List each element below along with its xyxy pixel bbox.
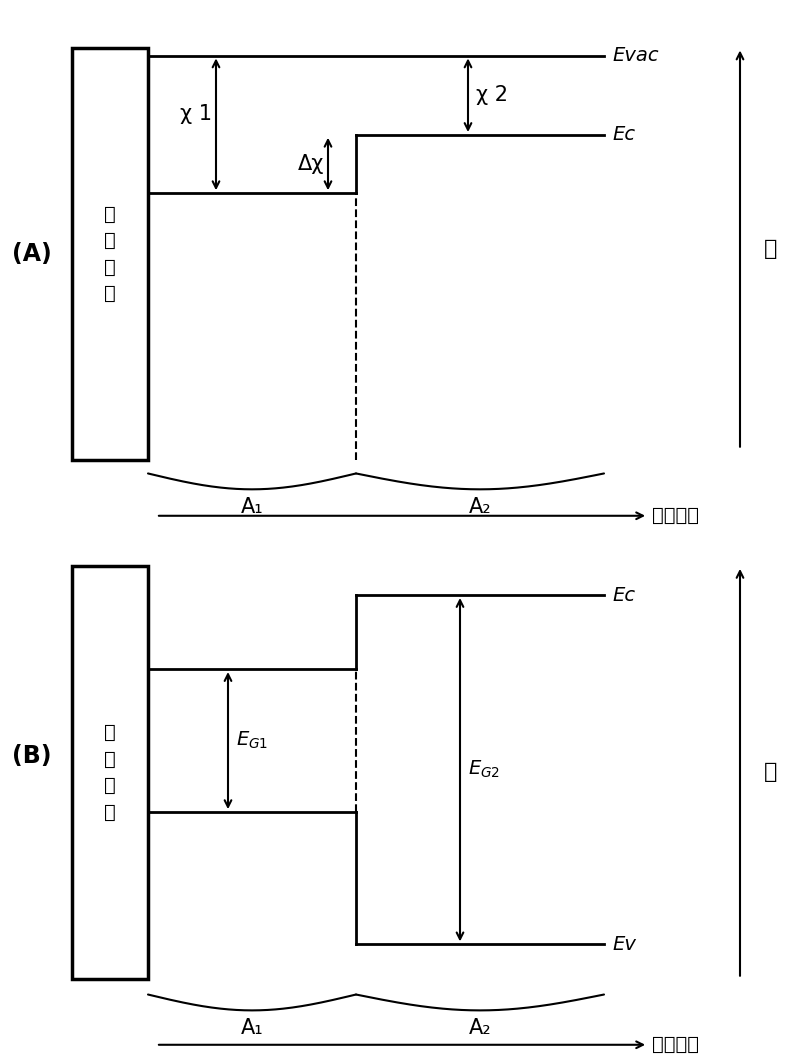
Text: 栅
绝
缘
膜: 栅 绝 缘 膜 [104,723,116,822]
Text: 肆厚方向: 肆厚方向 [652,507,699,525]
Bar [72,48,148,460]
Text: A₁: A₁ [241,497,263,517]
Text: 肆厚方向: 肆厚方向 [652,1036,699,1054]
Text: (B): (B) [12,745,51,768]
Text: 势: 势 [764,763,778,782]
Text: 势: 势 [764,239,778,258]
Text: $E_{G2}$: $E_{G2}$ [468,759,500,781]
Text: A₁: A₁ [241,1018,263,1038]
Text: Ec: Ec [612,586,635,604]
Text: A₂: A₂ [469,1018,491,1038]
Text: A₂: A₂ [469,497,491,517]
Text: Ec: Ec [612,126,635,144]
Text: χ 1: χ 1 [180,104,212,124]
Text: Δχ: Δχ [298,154,324,174]
Text: Ev: Ev [612,935,636,953]
Bar [72,566,148,979]
Text: 栅
绝
缘
膜: 栅 绝 缘 膜 [104,204,116,304]
Text: Evac: Evac [612,47,658,65]
Text: χ 2: χ 2 [476,86,508,105]
Text: (A): (A) [12,242,52,266]
Text: $E_{G1}$: $E_{G1}$ [236,730,268,751]
